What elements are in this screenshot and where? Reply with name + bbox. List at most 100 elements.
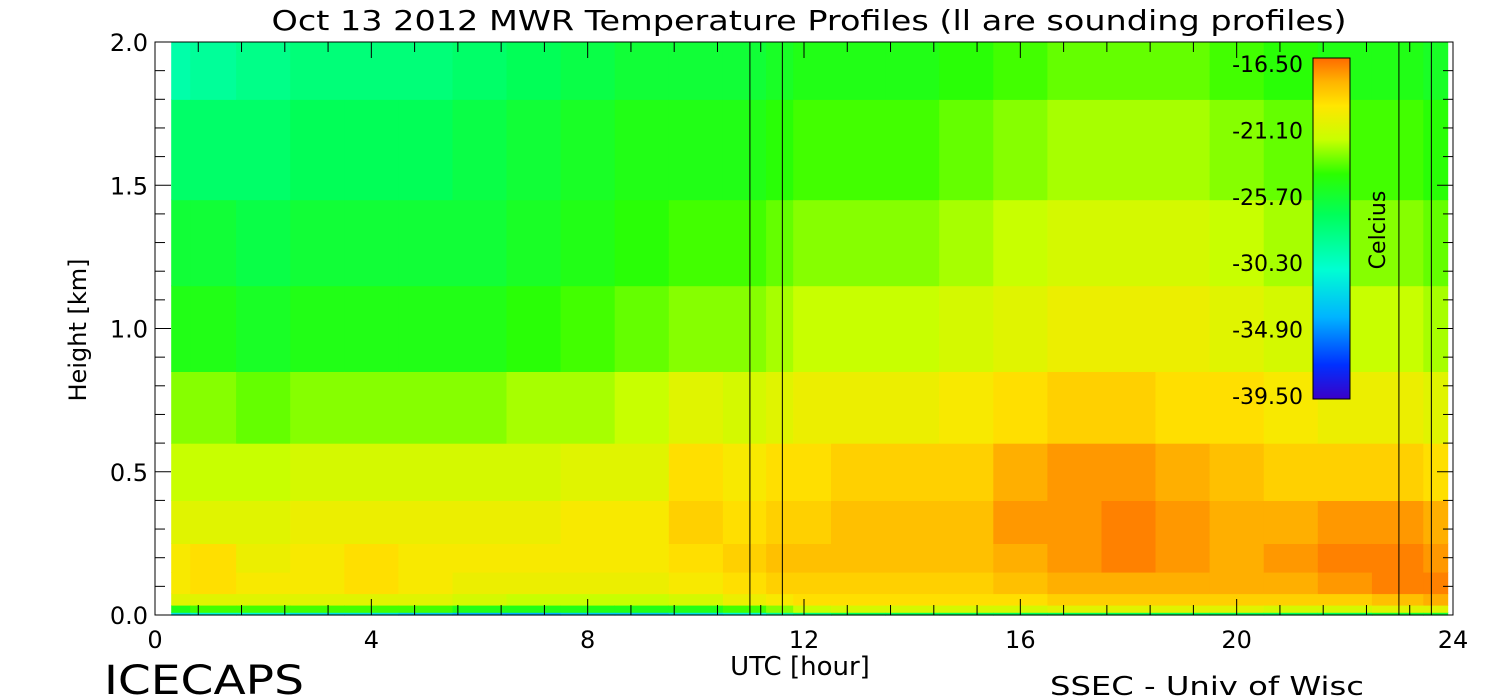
heatmap-cell <box>831 42 886 100</box>
y-tick-label: 2.0 <box>110 29 148 57</box>
heatmap-cell <box>398 42 454 100</box>
heatmap-cell <box>939 605 994 613</box>
heatmap-cell <box>1101 443 1157 501</box>
heatmap-cell <box>831 199 886 287</box>
heatmap-cell <box>722 612 767 616</box>
heatmap-cell <box>614 443 670 501</box>
x-tick-label: 24 <box>1438 626 1469 654</box>
colorbar-tick-labels: -16.50 -21.10 -25.70 -30.30 -34.90 -39.50 <box>1232 53 1303 410</box>
colorbar-tick-label: -30.30 <box>1232 252 1303 277</box>
heatmap-cell <box>1101 199 1157 287</box>
heatmap-cell <box>1371 99 1424 201</box>
heatmap-cell <box>614 371 670 444</box>
sounding-lines <box>749 42 1432 615</box>
heatmap-cell <box>885 605 940 613</box>
heatmap-cell <box>668 543 724 573</box>
heatmap-cell <box>1101 42 1157 100</box>
heatmap-cell <box>1047 285 1103 372</box>
heatmap-cell <box>1101 99 1157 201</box>
heatmap-cell <box>939 500 994 544</box>
heatmap-cell <box>506 42 562 100</box>
heatmap-cell <box>1371 285 1424 372</box>
heatmap-cell <box>993 543 1048 573</box>
heatmap-cell <box>1317 500 1373 544</box>
x-tick-label: 0 <box>147 626 162 654</box>
heatmap-cell <box>398 99 454 201</box>
heatmap-cell <box>1101 285 1157 372</box>
heatmap-cell <box>793 593 832 606</box>
heatmap-cell <box>1047 543 1103 573</box>
heatmap-cell <box>560 99 616 201</box>
heatmap-cell <box>560 199 616 287</box>
heatmap-cell <box>290 612 345 616</box>
heatmap-cell <box>171 605 191 613</box>
heatmap-cell <box>1047 500 1103 544</box>
heatmap-cell <box>1155 199 1211 287</box>
heatmap-cell <box>885 543 940 573</box>
heatmap-cell <box>831 612 886 616</box>
heatmap-cell <box>1263 371 1319 444</box>
heatmap-cell <box>1263 605 1319 613</box>
heatmap-cell <box>506 593 562 606</box>
heatmap-cell <box>614 543 670 573</box>
heatmap-cell <box>344 443 399 501</box>
heatmap-cell <box>1047 199 1103 287</box>
heatmap-cell <box>1263 199 1319 287</box>
heatmap-cell <box>793 572 832 595</box>
heatmap-cell <box>190 612 237 616</box>
heatmap-cell <box>1263 543 1319 573</box>
heatmap-cell <box>290 285 345 372</box>
heatmap-cell <box>236 199 291 287</box>
heatmap-cell <box>831 572 886 595</box>
heatmap-cell <box>1317 443 1373 501</box>
heatmap-cell <box>1317 543 1373 573</box>
plot-frame <box>154 41 1454 616</box>
heatmap-cell <box>452 371 508 444</box>
heatmap-cell <box>766 199 794 287</box>
heatmap-cell <box>1101 612 1157 616</box>
heatmap-cell <box>939 543 994 573</box>
colorbar: -16.50 -21.10 -25.70 -30.30 -34.90 -39.50 Cel… <box>1232 53 1391 410</box>
heatmap-cell <box>722 199 767 287</box>
heatmap-cell <box>722 605 767 613</box>
heatmap-cell <box>614 605 670 613</box>
heatmap-cell <box>668 500 724 544</box>
ssec-label: SSEC - Univ of Wisc <box>1050 672 1364 700</box>
heatmap-cell <box>1101 605 1157 613</box>
heatmap-cell <box>398 500 454 544</box>
heatmap-cell <box>831 443 886 501</box>
heatmap-cell <box>993 500 1048 544</box>
chart-title: Oct 13 2012 MWR Temperature Profiles (ll… <box>272 4 1347 37</box>
heatmap-cell <box>452 99 508 201</box>
y-axis-label: Height [km] <box>64 259 92 402</box>
heatmap-cell <box>290 42 345 100</box>
heatmap-cell <box>766 371 794 444</box>
heatmap-cell <box>290 543 345 573</box>
heatmap-cell <box>993 371 1048 444</box>
heatmap-cell <box>793 371 832 444</box>
heatmap-cell <box>614 199 670 287</box>
heatmap-cell <box>1047 572 1103 595</box>
heatmap-cell <box>1209 572 1265 595</box>
heatmap-cell <box>190 572 237 595</box>
heatmap-cell <box>190 42 237 100</box>
heatmap-cell <box>766 612 794 616</box>
heatmap-cell <box>1423 612 1449 616</box>
heatmap-cell <box>1371 500 1424 544</box>
heatmap-cell <box>398 593 454 606</box>
heatmap-cell <box>560 543 616 573</box>
heatmap-cell <box>1263 285 1319 372</box>
colorbar-tick-label: -25.70 <box>1232 186 1303 211</box>
heatmap-cell <box>344 543 399 573</box>
heatmap-cell <box>668 572 724 595</box>
heatmap-cell <box>1371 443 1424 501</box>
heatmap-cell <box>560 500 616 544</box>
plot-area <box>154 41 1454 616</box>
heatmap-cell <box>398 605 454 613</box>
heatmap-cell <box>722 543 767 573</box>
heatmap-cell <box>722 42 767 100</box>
x-tick-label: 20 <box>1221 626 1252 654</box>
heatmap-cell <box>236 42 291 100</box>
colorbar-label: Celcius <box>1366 191 1391 270</box>
heatmap-cell <box>398 572 454 595</box>
